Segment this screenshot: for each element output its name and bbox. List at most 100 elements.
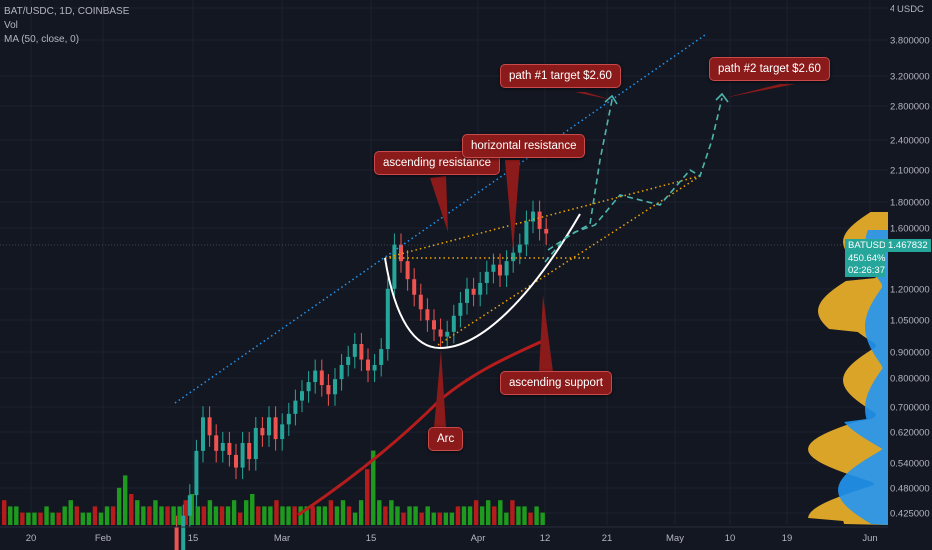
volume-bar: [280, 506, 285, 525]
candle-body: [286, 413, 291, 425]
price-tick-16: 0.425000: [890, 509, 930, 520]
volume-legend[interactable]: Vol: [4, 20, 18, 31]
candle-body: [544, 228, 549, 234]
volume-bar: [2, 500, 7, 525]
volume-bar: [528, 512, 533, 525]
volume-bar: [141, 506, 146, 525]
volume-bar: [377, 500, 382, 525]
volume-bar: [14, 506, 19, 525]
volume-bar: [250, 494, 255, 525]
volume-bar: [522, 506, 527, 525]
currency-label: USDC: [894, 3, 927, 16]
candle-body: [352, 343, 357, 357]
candle-body: [366, 359, 370, 371]
volume-bar: [86, 512, 92, 525]
candle-body: [504, 261, 509, 276]
candle-body: [326, 385, 331, 395]
horizontal-resistance-pointer: [505, 160, 520, 250]
price-tick-11: 0.800000: [890, 374, 930, 385]
symbol-title[interactable]: BAT/USDC, 1D, COINBASE: [4, 6, 130, 17]
time-tick-2: 15: [188, 533, 199, 544]
symbol-price-tag: BATUSDC: [845, 239, 893, 252]
price-tick-2: 3.200000: [890, 72, 930, 83]
path2-callout[interactable]: path #2 target $2.60: [709, 57, 830, 81]
candle-body: [280, 424, 285, 440]
candle-body: [451, 315, 456, 332]
ma-legend[interactable]: MA (50, close, 0): [4, 34, 80, 45]
candle-body: [319, 370, 324, 386]
candle-body: [207, 417, 212, 436]
volume-bar: [159, 506, 164, 525]
volume-bar: [455, 506, 461, 525]
volume-profile-orange: [808, 212, 888, 525]
candle-body: [524, 221, 529, 245]
volume-bar: [443, 512, 449, 525]
candle-body: [174, 526, 179, 550]
ascending-support-pointer: [539, 295, 553, 372]
volume-bar: [262, 506, 267, 525]
volume-bar: [395, 506, 400, 525]
volume-bar: [534, 506, 539, 525]
price-tick-14: 0.540000: [890, 459, 930, 470]
volume-bar: [365, 469, 370, 525]
candle-body: [333, 379, 337, 395]
volume-bar: [383, 506, 388, 525]
price-tick-6: 1.800000: [890, 198, 930, 209]
time-tick-0: 20: [26, 533, 37, 544]
volume-bar: [44, 506, 49, 525]
volume-bar: [268, 506, 273, 525]
candle-body: [267, 417, 271, 436]
volume-bar: [473, 500, 479, 525]
volume-bar: [340, 500, 346, 525]
volume-bar: [32, 512, 37, 525]
price-tick-15: 0.480000: [890, 484, 930, 495]
candle-body: [498, 264, 502, 276]
volume-bar: [479, 506, 485, 525]
time-tick-3: Mar: [274, 533, 290, 544]
candle-body: [313, 370, 318, 383]
arc-curve: [384, 213, 581, 350]
ascending-support-callout[interactable]: ascending support: [500, 371, 612, 395]
candle-body: [359, 343, 364, 360]
countdown-tag: 02:26:37: [845, 264, 885, 277]
volume-bar: [225, 506, 231, 525]
volume-bar: [401, 512, 406, 525]
arc-callout[interactable]: Arc: [428, 427, 464, 451]
candle-body: [465, 288, 469, 303]
volume-bar: [461, 506, 467, 525]
horizontal-resistance-callout[interactable]: horizontal resistance: [462, 134, 586, 158]
volume-bar: [467, 506, 473, 525]
time-tick-7: 21: [602, 533, 613, 544]
volume-bar: [8, 506, 13, 525]
candle-body: [273, 417, 278, 440]
volume-bar: [110, 506, 116, 525]
candle-body: [432, 320, 436, 330]
price-tick-3: 2.800000: [890, 102, 930, 113]
volume-bar: [540, 512, 545, 525]
candle-body: [491, 264, 496, 272]
candle-body: [511, 252, 516, 262]
volume-bar: [504, 512, 509, 525]
volume-bar: [371, 450, 376, 525]
volume-bar: [316, 506, 321, 525]
volume-bar: [74, 506, 79, 525]
volume-bar: [449, 512, 455, 525]
price-tick-10: 0.900000: [890, 348, 930, 359]
candle-body: [247, 442, 252, 460]
candle-body: [339, 364, 344, 380]
change-pct-tag: 450.64%: [845, 252, 886, 265]
volume-bar: [286, 506, 291, 525]
volume-bar: [358, 500, 364, 525]
candle-body: [253, 427, 258, 460]
candle-body: [425, 309, 430, 321]
volume-bar: [195, 506, 200, 525]
path1-callout[interactable]: path #1 target $2.60: [500, 64, 621, 88]
volume-bar: [147, 506, 152, 525]
volume-bar: [256, 506, 261, 525]
volume-bar: [244, 500, 249, 525]
volume-bar: [50, 512, 55, 525]
volume-bar: [153, 500, 158, 525]
path1-pointer: [575, 92, 612, 100]
